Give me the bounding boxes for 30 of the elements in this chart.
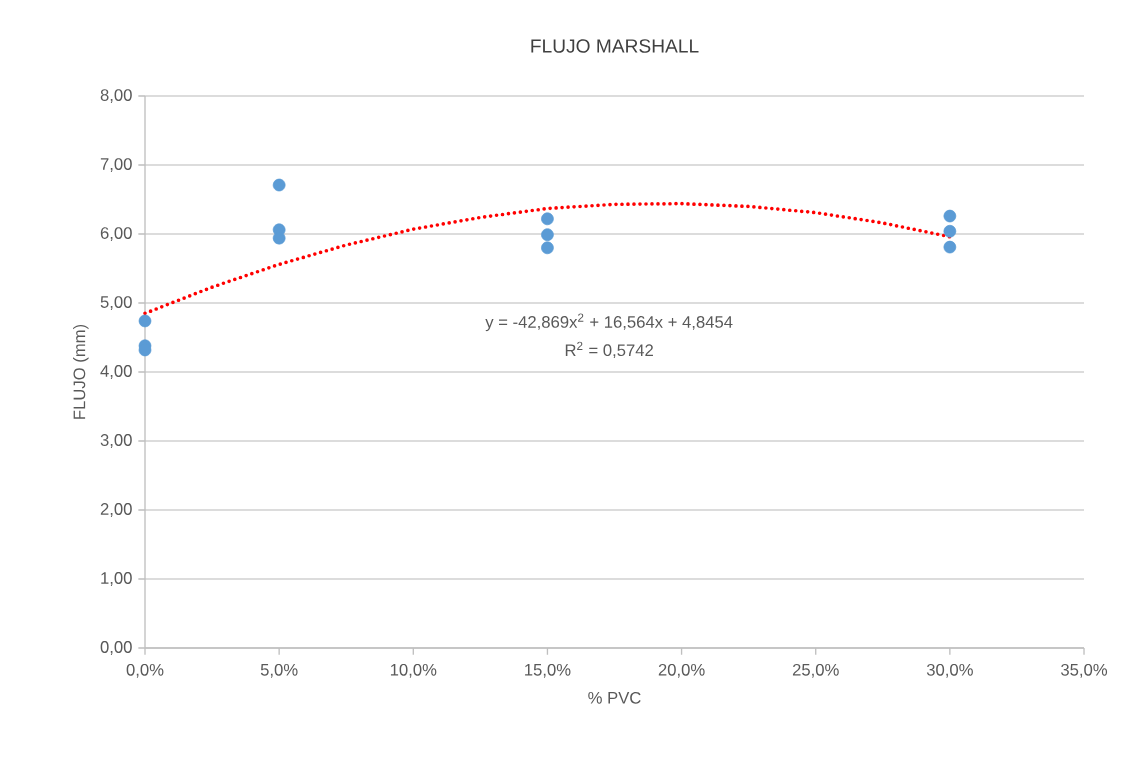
point — [943, 240, 957, 254]
point — [541, 241, 554, 255]
y-tick-label: 3,00 — [100, 434, 132, 448]
point — [138, 314, 152, 328]
y-tick-label: 4,00 — [100, 365, 132, 379]
x-tick-label: 0,0% — [126, 663, 164, 678]
y-tick-label: 8,00 — [100, 89, 132, 103]
x-axis-title: % PVC — [588, 691, 641, 704]
point — [272, 178, 286, 192]
chart-title: FLUJO MARSHALL — [531, 39, 699, 53]
x-tick-label: 5,0% — [260, 663, 298, 678]
y-tick-label: 2,00 — [100, 503, 132, 517]
y-tick-label: 0,00 — [100, 641, 132, 655]
x-tick-label: 20,0% — [658, 663, 705, 678]
point — [943, 209, 957, 223]
y-tick-label: 5,00 — [100, 296, 132, 310]
x-tick-label: 35,0% — [1061, 663, 1108, 678]
point — [541, 228, 554, 242]
annotation: y = -42,869x$^{2}$ + 16,564x + 4,8454 — [485, 313, 733, 332]
y-tick-label: 1,00 — [101, 572, 132, 586]
x-tick-label: 15,0% — [525, 663, 571, 678]
x-tick-label: 10,0% — [390, 663, 437, 678]
annotation: R$^{2}$ = 0,5742 — [565, 341, 653, 359]
y-tick-label: 6,00 — [100, 227, 132, 241]
y-tick-label: 7,00 — [100, 158, 132, 172]
x-tick-label: 30,0% — [926, 663, 973, 678]
x-tick-label: 25,0% — [792, 663, 839, 678]
point — [943, 224, 957, 238]
point — [541, 212, 554, 226]
y-axis-title: FLUJO (mm) — [73, 324, 89, 419]
